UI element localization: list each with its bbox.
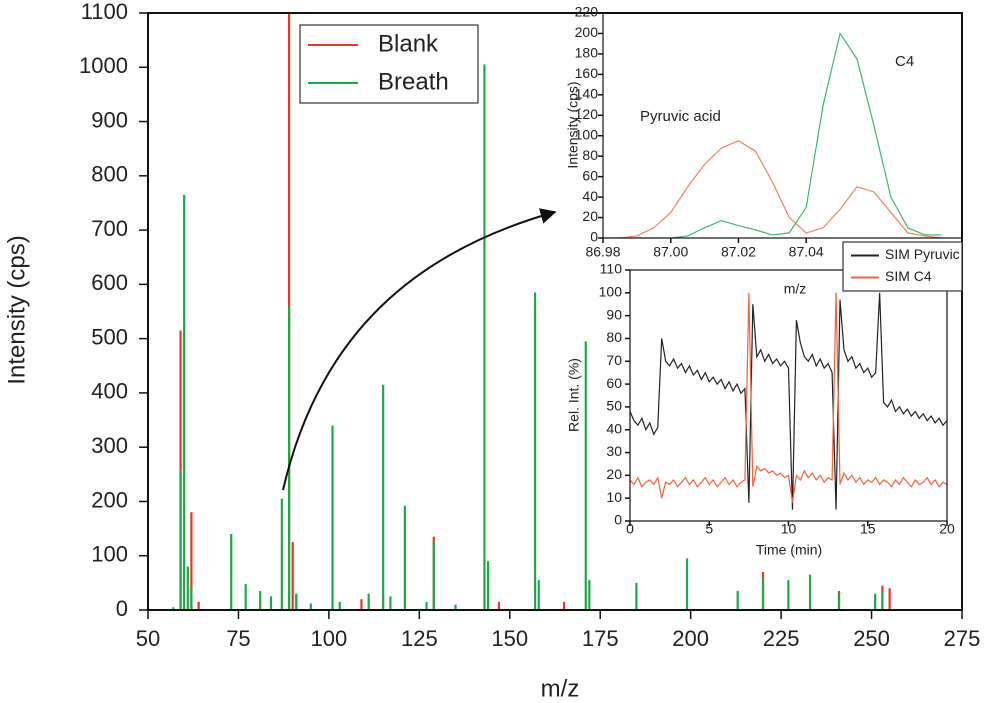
y-tick-label: 30 bbox=[606, 443, 622, 459]
arrow bbox=[282, 208, 557, 491]
legend-label: SIM Pyruvic bbox=[885, 246, 960, 262]
y-tick-label: 110 bbox=[600, 261, 623, 277]
y-tick-label: 200 bbox=[91, 487, 128, 512]
x-tick-label: 10 bbox=[781, 521, 797, 537]
y-tick-label: 70 bbox=[606, 352, 622, 368]
legend-label: Breath bbox=[378, 68, 449, 95]
y-tick-label: 1000 bbox=[79, 53, 128, 78]
y-tick-label: 60 bbox=[606, 375, 622, 391]
y-tick-label: 80 bbox=[606, 329, 622, 345]
y-tick-label: 200 bbox=[575, 24, 599, 40]
y-axis-label: Intensity (cps) bbox=[3, 235, 30, 384]
annotation: C4 bbox=[895, 53, 914, 70]
x-tick-label: 225 bbox=[763, 626, 800, 651]
plot-area bbox=[630, 292, 947, 510]
series-line bbox=[630, 292, 947, 510]
y-tick-label: 900 bbox=[91, 107, 128, 132]
y-tick-label: 20 bbox=[582, 208, 598, 224]
y-tick-label: 0 bbox=[116, 596, 128, 621]
legend-box bbox=[299, 24, 479, 104]
y-tick-label: 220 bbox=[575, 4, 599, 20]
plot-frame bbox=[602, 12, 963, 239]
y-tick-label: 20 bbox=[606, 466, 622, 482]
y-tick-label: 180 bbox=[575, 45, 599, 61]
series-line bbox=[603, 31, 942, 238]
x-tick-label: 50 bbox=[136, 626, 160, 651]
y-axis-label: Rel. Int. (%) bbox=[566, 358, 582, 432]
series-line bbox=[630, 292, 947, 503]
y-tick-label: 50 bbox=[606, 398, 622, 414]
x-axis-label: m/z bbox=[541, 675, 580, 702]
y-tick-label: 100 bbox=[91, 542, 128, 567]
x-tick-label: 75 bbox=[226, 626, 250, 651]
x-tick-label: 87.02 bbox=[721, 244, 756, 260]
x-tick-label: 250 bbox=[853, 626, 890, 651]
x-tick-label: 125 bbox=[401, 626, 438, 651]
y-tick-label: 500 bbox=[91, 324, 128, 349]
y-tick-label: 400 bbox=[91, 379, 128, 404]
y-axis-label: Intensity (cps) bbox=[565, 81, 581, 168]
x-tick-label: 150 bbox=[491, 626, 528, 651]
x-tick-label: 87.04 bbox=[789, 244, 824, 260]
x-tick-label: 87.00 bbox=[653, 244, 688, 260]
y-tick-label: 80 bbox=[582, 147, 598, 163]
y-tick-label: 800 bbox=[91, 162, 128, 187]
y-tick-label: 100 bbox=[599, 284, 623, 300]
x-tick-label: 175 bbox=[582, 626, 619, 651]
y-tick-label: 140 bbox=[575, 86, 599, 102]
x-tick-label: 5 bbox=[705, 521, 713, 537]
x-tick-label: 20 bbox=[939, 521, 955, 537]
series-line bbox=[603, 140, 942, 238]
plot-area bbox=[603, 31, 942, 238]
y-tick-label: 600 bbox=[91, 270, 128, 295]
x-tick-label: 15 bbox=[860, 521, 876, 537]
x-axis-label: Time (min) bbox=[756, 542, 822, 558]
y-tick-label: 300 bbox=[91, 433, 128, 458]
legend-label: SIM C4 bbox=[885, 268, 932, 284]
y-tick-label: 0 bbox=[590, 229, 598, 245]
annotation: Pyruvic acid bbox=[640, 108, 721, 125]
x-tick-label: 0 bbox=[626, 521, 634, 537]
x-tick-label: 86.98 bbox=[585, 244, 620, 260]
y-tick-label: 1100 bbox=[81, 0, 128, 24]
x-tick-label: 275 bbox=[944, 626, 981, 651]
y-tick-label: 40 bbox=[582, 188, 598, 204]
y-tick-label: 10 bbox=[606, 489, 622, 505]
legend-label: Blank bbox=[378, 30, 439, 57]
y-tick-label: 700 bbox=[91, 216, 128, 241]
legend-box bbox=[842, 241, 963, 292]
x-axis-label: m/z bbox=[784, 281, 807, 297]
y-tick-label: 120 bbox=[575, 106, 599, 122]
y-tick-label: 160 bbox=[575, 65, 599, 81]
y-tick-label: 90 bbox=[606, 306, 622, 322]
x-tick-label: 200 bbox=[672, 626, 709, 651]
plot-area bbox=[172, 13, 891, 610]
y-tick-label: 60 bbox=[582, 167, 598, 183]
plot-frame bbox=[147, 12, 963, 611]
x-tick-label: 100 bbox=[311, 626, 348, 651]
y-tick-label: 0 bbox=[614, 512, 622, 528]
y-tick-label: 100 bbox=[575, 126, 599, 142]
y-tick-label: 40 bbox=[606, 420, 622, 436]
